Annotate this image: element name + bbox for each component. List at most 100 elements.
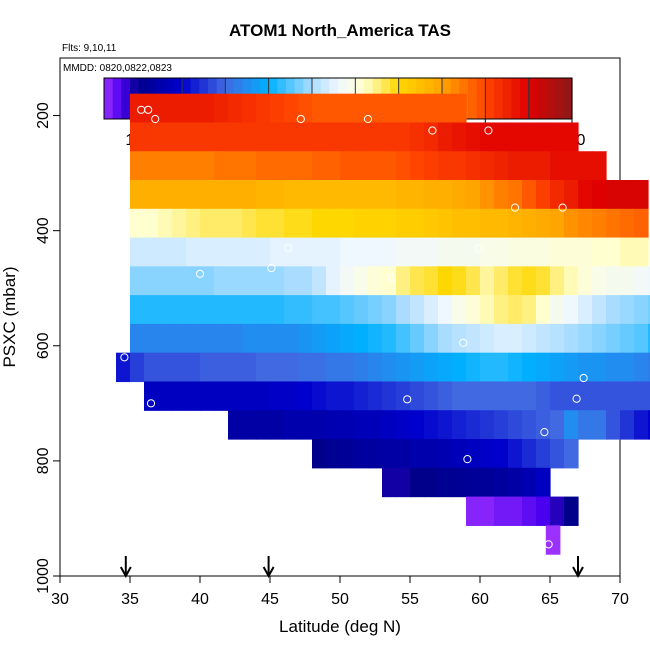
- heatmap-cell: [634, 352, 649, 383]
- heatmap-cell: [480, 439, 495, 469]
- heatmap-cell: [256, 381, 271, 411]
- heatmap-cell: [200, 180, 215, 210]
- colorbar-segment: [104, 78, 114, 119]
- heatmap-cell: [424, 237, 439, 267]
- heatmap-cell: [312, 237, 327, 267]
- heatmap-cell: [270, 410, 285, 440]
- heatmap-cell: [410, 295, 425, 325]
- heatmap-cell: [172, 180, 187, 210]
- heatmap-cell: [312, 180, 327, 210]
- heatmap-cell: [466, 496, 481, 526]
- observation-point: [403, 395, 412, 404]
- heatmap-cell: [522, 467, 537, 498]
- heatmap-cell: [545, 525, 561, 555]
- heatmap-cell: [158, 180, 173, 210]
- heatmap-cell: [284, 323, 299, 354]
- heatmap-cell: [494, 352, 509, 383]
- heatmap-cell: [242, 410, 257, 440]
- heatmap-cell: [256, 151, 271, 181]
- heatmap-cell: [256, 266, 271, 296]
- heatmap-cell: [410, 266, 425, 296]
- heatmap-cell: [424, 122, 439, 152]
- heatmap-cell: [200, 208, 215, 239]
- heatmap-cell: [340, 352, 355, 383]
- heatmap-cell: [606, 237, 621, 267]
- heatmap-cell: [466, 467, 481, 498]
- heatmap-cell: [438, 266, 453, 296]
- heatmap-cell: [564, 410, 579, 440]
- heatmap-cell: [340, 180, 355, 210]
- observation-point: [629, 117, 639, 126]
- heatmap-cell: [228, 122, 243, 152]
- heatmap-cell: [522, 439, 537, 469]
- heatmap-cell: [284, 208, 299, 239]
- observation-point: [195, 269, 205, 278]
- heatmap-cell: [382, 122, 397, 152]
- heatmap-cell: [424, 410, 439, 440]
- heatmap-cell: [396, 266, 411, 296]
- heatmap-cell: [620, 381, 635, 411]
- heatmap-cell: [368, 266, 383, 296]
- heatmap-cell: [284, 381, 299, 411]
- heatmap-cell: [298, 410, 313, 440]
- heatmap-cell: [592, 323, 607, 354]
- heatmap-cell: [186, 295, 201, 325]
- heatmap-cell: [564, 295, 579, 325]
- heatmap-cell: [480, 237, 495, 267]
- heatmap-cell: [620, 410, 635, 440]
- heatmap-cell: [410, 208, 425, 239]
- heatmap-cell: [494, 208, 509, 239]
- heatmap-cell: [368, 439, 383, 469]
- heatmap-cell: [242, 352, 257, 383]
- heatmap-cell: [452, 323, 467, 354]
- heatmap-cell: [382, 352, 397, 383]
- heatmap-cell: [466, 180, 481, 210]
- heatmap-cell: [200, 381, 215, 411]
- heatmap-cell: [466, 266, 481, 296]
- heatmap-cell: [312, 151, 327, 181]
- heatmap-cell: [368, 93, 383, 124]
- dates-annotation: MMDD: 0820,0822,0823: [63, 63, 172, 74]
- heatmap-cell: [410, 93, 425, 124]
- heatmap-cell: [550, 323, 565, 354]
- heatmap-cell: [228, 266, 243, 296]
- heatmap-cell: [466, 381, 481, 411]
- heatmap-cell: [130, 122, 145, 152]
- heatmap-cell: [536, 323, 551, 354]
- heatmap-cell: [480, 266, 495, 296]
- heatmap-cell: [480, 467, 495, 498]
- heatmap-cell: [270, 93, 285, 124]
- heatmap-cell: [410, 323, 425, 354]
- heatmap-cell: [578, 151, 593, 181]
- heatmap-cell: [648, 352, 650, 383]
- heatmap-cell: [340, 237, 355, 267]
- heatmap-cell: [396, 237, 411, 267]
- heatmap-cell: [200, 323, 215, 354]
- observation-point: [120, 353, 129, 362]
- heatmap-cell: [592, 151, 607, 181]
- heatmap-cell: [550, 439, 565, 469]
- colorbar-segment: [485, 78, 495, 119]
- heatmap-cell: [634, 323, 649, 354]
- heatmap-cell: [284, 352, 299, 383]
- heatmap-cell: [480, 180, 495, 210]
- observation-point: [146, 399, 156, 408]
- heatmap-cell: [494, 237, 509, 267]
- heatmap-cell: [326, 237, 341, 267]
- heatmap-cell: [494, 467, 509, 498]
- heatmap-cell: [144, 323, 159, 354]
- heatmap-cell: [522, 381, 537, 411]
- heatmap-cells: [116, 93, 650, 555]
- heatmap-cell: [438, 295, 453, 325]
- heatmap-cell: [130, 237, 145, 267]
- heatmap-cell: [354, 208, 369, 239]
- heatmap-cell: [438, 352, 453, 383]
- heatmap-cell: [480, 496, 495, 526]
- observation-point: [428, 126, 437, 135]
- observation-point: [363, 114, 373, 124]
- heatmap-cell: [550, 410, 565, 440]
- heatmap-cell: [536, 237, 551, 267]
- heatmap-cell: [508, 381, 523, 411]
- heatmap-cell: [592, 208, 607, 239]
